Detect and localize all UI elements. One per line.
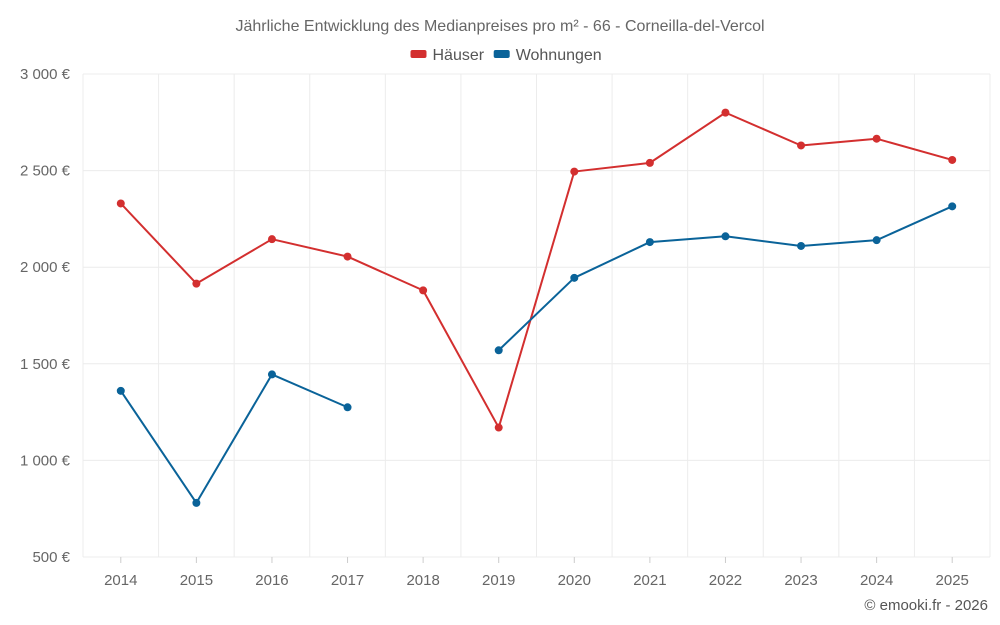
x-tick-label: 2020: [558, 572, 591, 589]
series-line: [498, 205, 953, 351]
grid: [82, 73, 991, 558]
data-point[interactable]: [494, 346, 503, 355]
series-wohnungen: [116, 202, 957, 507]
y-tick-label: 1 500 €: [20, 356, 71, 373]
data-point[interactable]: [570, 273, 579, 282]
y-axis-ticks: 500 € 1 000 € 1 500 € 2 000 € 2 500 € 3 000 €: [20, 66, 71, 566]
credit-text: © emooki.fr - 2026: [864, 597, 988, 614]
data-point[interactable]: [343, 252, 352, 261]
x-tick-label: 2018: [406, 572, 439, 589]
legend-label: Wohnungen: [516, 47, 602, 64]
x-tick-label: 2019: [482, 572, 515, 589]
data-point[interactable]: [645, 238, 654, 247]
y-tick-label: 3 000 €: [20, 66, 71, 83]
legend-swatch: [493, 50, 510, 58]
series-line: [120, 111, 953, 429]
data-point[interactable]: [645, 158, 654, 167]
data-point[interactable]: [192, 279, 201, 288]
y-tick-label: 1 000 €: [20, 452, 71, 469]
legend-swatch: [410, 50, 427, 58]
data-point[interactable]: [116, 199, 125, 208]
series-h-user: [116, 108, 957, 432]
x-tick-label: 2021: [633, 572, 666, 589]
data-point[interactable]: [116, 386, 125, 395]
series-line: [119, 373, 348, 504]
data-point[interactable]: [797, 141, 806, 150]
y-tick-label: 2 500 €: [20, 163, 71, 180]
data-point[interactable]: [948, 202, 957, 211]
x-tick-label: 2024: [860, 572, 893, 589]
x-tick-label: 2023: [784, 572, 817, 589]
x-tick-label: 2022: [709, 572, 742, 589]
data-point[interactable]: [343, 403, 352, 412]
data-point[interactable]: [267, 235, 276, 244]
data-point[interactable]: [494, 423, 503, 432]
data-point[interactable]: [570, 167, 579, 176]
data-point[interactable]: [267, 370, 276, 379]
legend-item[interactable]: Wohnungen: [493, 47, 602, 64]
x-tick-label: 2025: [936, 572, 969, 589]
series-group: [116, 108, 957, 507]
legend-item[interactable]: Häuser: [410, 47, 485, 64]
legend-label: Häuser: [433, 47, 485, 64]
y-tick-label: 500 €: [32, 549, 70, 566]
data-point[interactable]: [419, 286, 428, 295]
x-tick-label: 2016: [255, 572, 288, 589]
x-tick-label: 2015: [180, 572, 213, 589]
y-tick-label: 2 000 €: [20, 259, 71, 276]
x-axis-ticks: 2014 2015 2016 2017 2018 2019 2020 2021 2022 2023…: [104, 557, 969, 589]
data-point[interactable]: [721, 232, 730, 241]
legend: Häuser Wohnungen: [410, 47, 602, 64]
data-point[interactable]: [872, 134, 881, 143]
data-point[interactable]: [797, 241, 806, 250]
x-tick-label: 2014: [104, 572, 137, 589]
data-point[interactable]: [192, 498, 201, 507]
data-point[interactable]: [948, 155, 957, 164]
data-point[interactable]: [721, 108, 730, 117]
data-point[interactable]: [872, 236, 881, 245]
chart-title: Jährliche Entwicklung des Medianpreises …: [235, 18, 764, 35]
x-tick-label: 2017: [331, 572, 364, 589]
